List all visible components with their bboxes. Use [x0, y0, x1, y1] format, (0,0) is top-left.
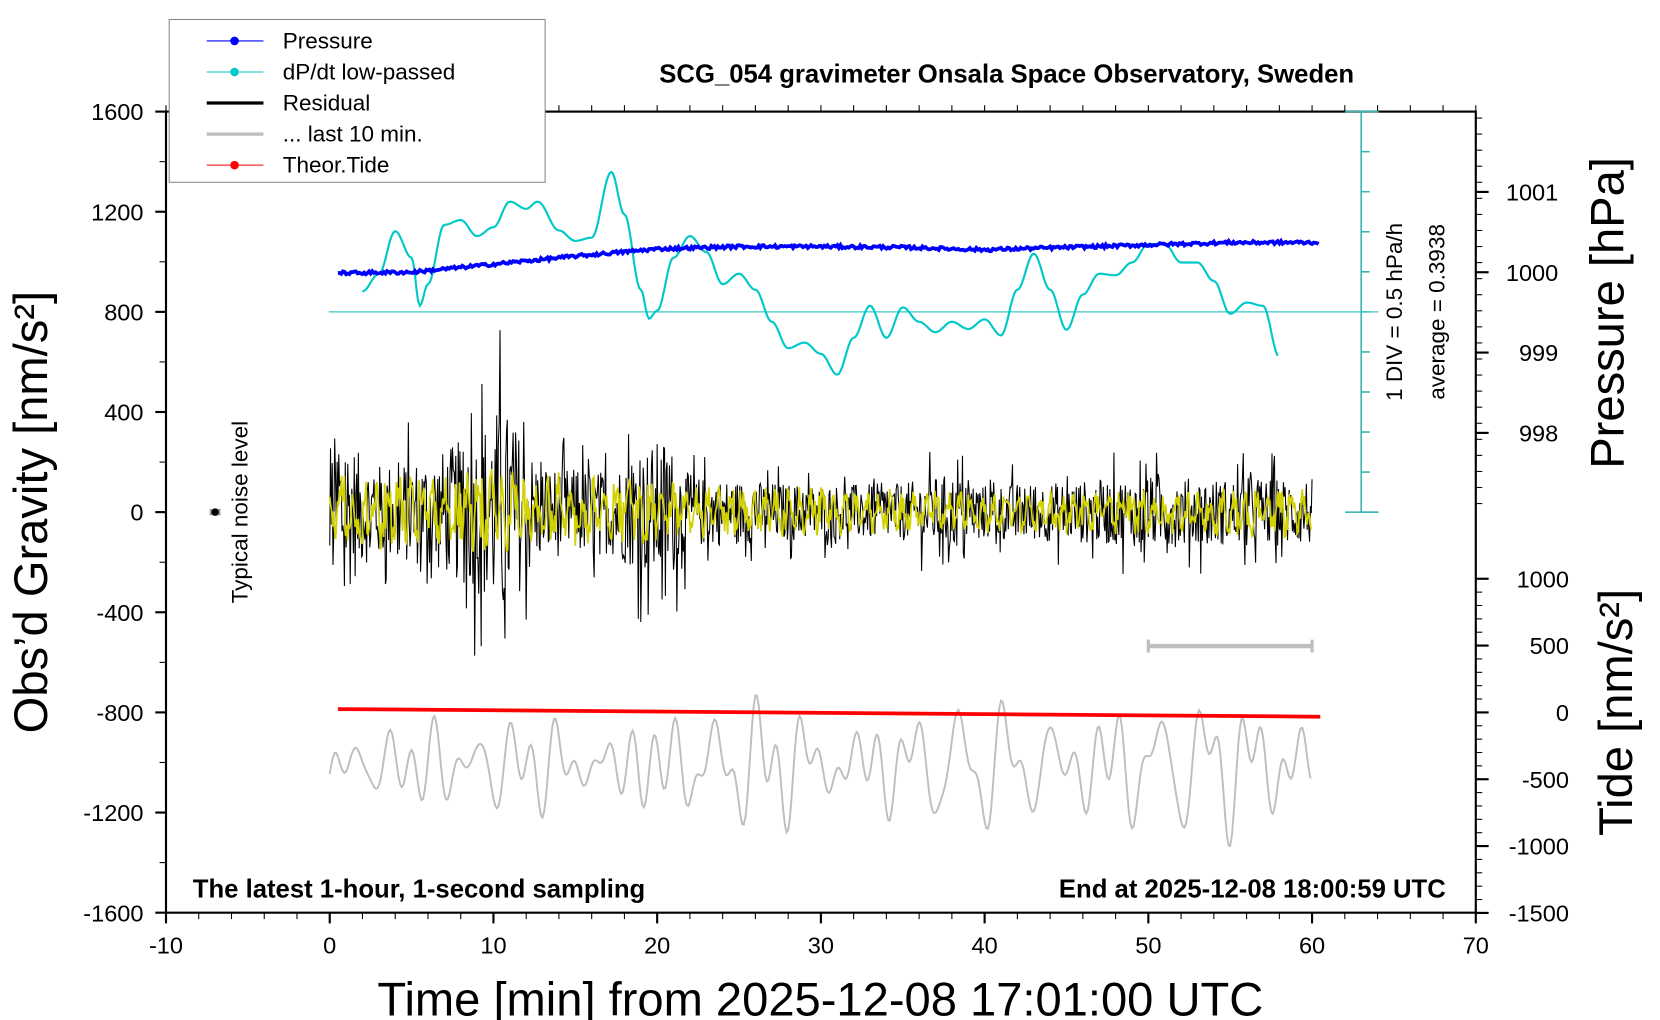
y-left-axis-label: Obs’d Gravity [nm/s²] — [4, 291, 57, 733]
legend: Pressure dP/dt low-passed Residual ... last… — [168, 18, 546, 183]
y-tide-tick-label: 1000 — [1517, 566, 1569, 592]
y-left-tick-label: 0 — [130, 500, 143, 526]
chart-title: SCG_054 gravimeter Onsala Space Observat… — [659, 61, 1354, 89]
last-10-min-curve — [328, 694, 1312, 847]
y-pressure-tick-label: 999 — [1519, 340, 1558, 366]
y-left-tick-label: 400 — [104, 400, 143, 426]
y-left-tick-label: 1600 — [91, 99, 143, 125]
pressure-line — [337, 237, 1320, 277]
legend-marker — [230, 67, 239, 77]
legend-marker — [230, 36, 239, 46]
x-tick-label: 50 — [1135, 932, 1161, 958]
legend-box — [168, 18, 546, 183]
y-left-tick-label: -400 — [96, 600, 143, 626]
y-pressure-tick-label: 1001 — [1506, 179, 1558, 205]
legend-label: ... last 10 min. — [283, 122, 423, 147]
dpdt-average-label: average = 0.3938 — [1425, 224, 1450, 400]
legend-marker — [230, 160, 239, 170]
y-pressure-tick-label: 1000 — [1506, 260, 1558, 286]
y-left-tick-label: -1200 — [83, 800, 143, 826]
x-tick-label: 40 — [972, 932, 998, 958]
x-tick-label: 70 — [1463, 932, 1489, 958]
y-left-tick-label: 800 — [104, 299, 143, 325]
y-tide-tick-label: 0 — [1556, 700, 1569, 726]
y-tide-tick-label: 500 — [1530, 633, 1569, 659]
y-pressure-axis-label: Pressure [hPa] — [1581, 157, 1634, 469]
legend-label: dP/dt low-passed — [283, 59, 455, 84]
legend-label: Residual — [283, 91, 371, 116]
dpdt-scale-label: 1 DIV = 0.5 hPa/h — [1382, 223, 1407, 401]
bottom-right-note: End at 2025-12-08 18:00:59 UTC — [1059, 876, 1446, 904]
dpdt-line — [362, 170, 1279, 376]
filtered-residual-line — [328, 468, 1312, 553]
y-tide-axis-label: Tide [nm/s²] — [1589, 589, 1642, 836]
x-tick-label: 10 — [480, 932, 506, 958]
bottom-left-note: The latest 1-hour, 1-second sampling — [193, 876, 645, 904]
noise-level-point — [211, 508, 219, 516]
x-tick-label: 60 — [1299, 932, 1325, 958]
x-axis-label: Time [min] from 2025-12-08 17:01:00 UTC — [377, 972, 1263, 1020]
y-tide-tick-label: -1000 — [1509, 834, 1569, 860]
legend-label: Theor.Tide — [283, 153, 390, 178]
x-tick-label: 20 — [644, 932, 670, 958]
y-tide-tick-label: -1500 — [1509, 900, 1569, 926]
y-pressure-tick-label: 998 — [1519, 420, 1558, 446]
legend-label: Pressure — [283, 28, 373, 53]
y-left-tick-label: -800 — [96, 700, 143, 726]
x-tick-label: 30 — [808, 932, 834, 958]
x-tick-label: 0 — [323, 932, 336, 958]
theor-tide-line — [337, 707, 1321, 719]
y-left-tick-label: -1600 — [83, 900, 143, 926]
y-tide-tick-label: -500 — [1522, 767, 1569, 793]
x-tick-label: -10 — [149, 932, 183, 958]
noise-level-label: Typical noise level — [227, 421, 252, 603]
y-left-tick-label: 1200 — [91, 199, 143, 225]
